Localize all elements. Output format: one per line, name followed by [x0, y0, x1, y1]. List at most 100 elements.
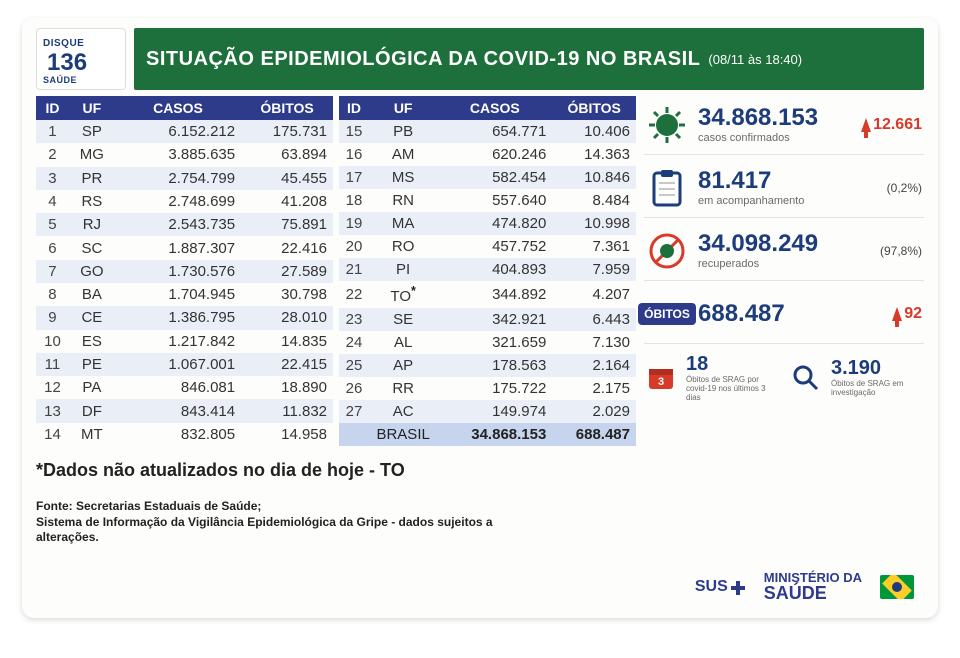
cell-id: 16 [339, 143, 369, 166]
cell-uf: TO* [369, 281, 437, 308]
cell-uf: RR [369, 377, 437, 400]
col-cases: CASOS [437, 96, 552, 120]
clipboard-icon [646, 167, 688, 209]
cell-uf: GO [69, 260, 115, 283]
cell-id: 13 [36, 399, 69, 422]
deaths-pill: ÓBITOS [646, 293, 688, 335]
cell-id: 18 [339, 189, 369, 212]
cell-deaths: 7.361 [552, 235, 636, 258]
cell-id: 9 [36, 306, 69, 329]
cell-cases: 832.805 [115, 423, 241, 446]
stat-deaths: ÓBITOS 688.487 92 [644, 287, 924, 344]
source-line1: Fonte: Secretarias Estaduais de Saúde; [36, 499, 556, 515]
table-row: 6SC1.887.30722.416 [36, 236, 333, 259]
cell-cases: 557.640 [437, 189, 552, 212]
cell-id: 26 [339, 377, 369, 400]
cell-uf: ES [69, 330, 115, 353]
cell-id: 3 [36, 167, 69, 190]
cell-uf: AP [369, 354, 437, 377]
cell-deaths: 175.731 [241, 120, 333, 143]
deaths-delta-value: 92 [904, 305, 922, 323]
table-row: 12PA846.08118.890 [36, 376, 333, 399]
cell-cases: 2.543.735 [115, 213, 241, 236]
cell-id: 22 [339, 281, 369, 308]
col-cases: CASOS [115, 96, 241, 120]
cell-deaths: 4.207 [552, 281, 636, 308]
sus-text: SUS [695, 578, 728, 596]
cell-cases: 1.067.001 [115, 353, 241, 376]
body-row: ID UF CASOS ÓBITOS 1SP6.152.212175.7312M… [36, 96, 924, 446]
table-row: 20RO457.7527.361 [339, 235, 636, 258]
recovered-value: 34.098.249 [698, 232, 870, 256]
deaths-pill-text: ÓBITOS [638, 303, 696, 325]
cell-cases: 846.081 [115, 376, 241, 399]
cell-cases: 2.754.799 [115, 167, 241, 190]
magnifier-icon [789, 361, 823, 395]
cell-uf: SP [69, 120, 115, 143]
ministry-line2: SAÚDE [764, 584, 862, 602]
deaths-value: 688.487 [698, 302, 882, 326]
stat-srag-3days: 3 18 Óbitos de SRAG por covid-19 nos últ… [644, 354, 779, 402]
arrow-up-icon [892, 307, 902, 321]
table-right: ID UF CASOS ÓBITOS 15PB654.77110.40616AM… [339, 96, 636, 446]
table-row: 22TO*344.8924.207 [339, 281, 636, 308]
cell-deaths: 7.959 [552, 258, 636, 281]
virus-icon [646, 104, 688, 146]
cell-deaths: 75.891 [241, 213, 333, 236]
cell-deaths: 8.484 [552, 189, 636, 212]
cell-uf: MA [369, 212, 437, 235]
stats-column: 34.868.153 casos confirmados 12.661 81.4… [644, 96, 924, 446]
cell-id: 20 [339, 235, 369, 258]
table-row: 24AL321.6597.130 [339, 331, 636, 354]
sraginv-value: 3.190 [831, 358, 924, 378]
col-id: ID [339, 96, 369, 120]
cell-uf: SE [369, 308, 437, 331]
calendar-icon: 3 [644, 361, 678, 395]
title-sub: (08/11 às 18:40) [708, 52, 802, 67]
table-row: 17MS582.45410.846 [339, 166, 636, 189]
col-uf: UF [369, 96, 437, 120]
cell-cases: 1.217.842 [115, 330, 241, 353]
total-cases: 34.868.153 [437, 423, 552, 446]
cell-id: 19 [339, 212, 369, 235]
plus-icon [730, 580, 746, 596]
table-row: 3PR2.754.79945.455 [36, 167, 333, 190]
source: Fonte: Secretarias Estaduais de Saúde; S… [36, 499, 556, 546]
confirmed-delta-value: 12.661 [873, 116, 922, 134]
cell-uf: AL [369, 331, 437, 354]
cell-cases: 474.820 [437, 212, 552, 235]
confirmed-delta: 12.661 [861, 116, 922, 134]
table-row: 2MG3.885.63563.894 [36, 143, 333, 166]
footnote: *Dados não atualizados no dia de hoje - … [36, 460, 924, 481]
header: DISQUE 136 SAÚDE SITUAÇÃO EPIDEMIOLÓGICA… [36, 28, 924, 90]
followup-pct: (0,2%) [887, 181, 922, 195]
source-line2: Sistema de Informação da Vigilância Epid… [36, 515, 556, 546]
cell-cases: 404.893 [437, 258, 552, 281]
cell-id: 5 [36, 213, 69, 236]
cell-id: 7 [36, 260, 69, 283]
cell-id: 12 [36, 376, 69, 399]
stat-recovered: 34.098.249 recuperados (97,8%) [644, 224, 924, 281]
cell-uf: CE [69, 306, 115, 329]
cell-deaths: 11.832 [241, 399, 333, 422]
cell-cases: 620.246 [437, 143, 552, 166]
cell-uf: RO [369, 235, 437, 258]
cell-deaths: 14.835 [241, 330, 333, 353]
cell-deaths: 30.798 [241, 283, 333, 306]
table-row: 5RJ2.543.73575.891 [36, 213, 333, 236]
table-row: 11PE1.067.00122.415 [36, 353, 333, 376]
stat-followup: 81.417 em acompanhamento (0,2%) [644, 161, 924, 218]
cell-id: 11 [36, 353, 69, 376]
cell-id: 8 [36, 283, 69, 306]
cell-id: 25 [339, 354, 369, 377]
title-main: SITUAÇÃO EPIDEMIOLÓGICA DA COVID-19 NO B… [146, 48, 700, 71]
disque-box: DISQUE 136 SAÚDE [36, 28, 126, 90]
confirmed-label: casos confirmados [698, 132, 851, 144]
col-id: ID [36, 96, 69, 120]
srag3d-value: 18 [686, 354, 779, 374]
cell-id: 21 [339, 258, 369, 281]
total-label: BRASIL [369, 423, 437, 446]
arrow-up-icon [861, 118, 871, 132]
table-row: 18RN557.6408.484 [339, 189, 636, 212]
disque-label: DISQUE [43, 38, 84, 49]
